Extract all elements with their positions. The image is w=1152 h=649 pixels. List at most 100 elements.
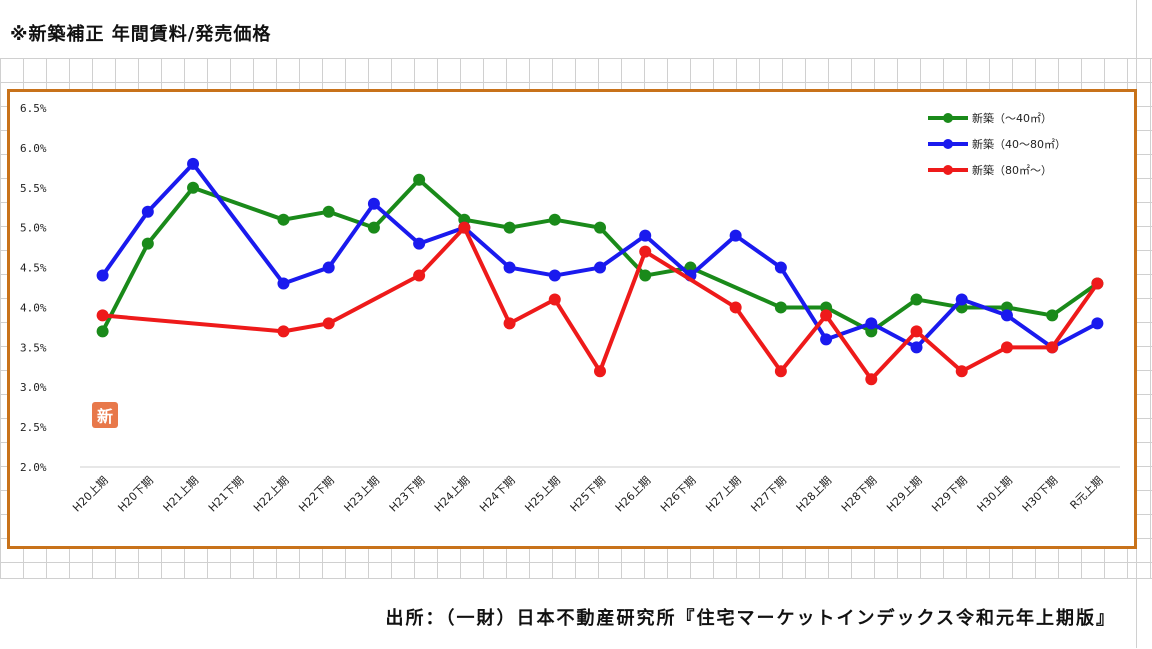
legend-label: 新築（80㎡～） (972, 163, 1052, 177)
data-point (820, 309, 833, 322)
data-point (594, 261, 606, 274)
x-tick-label: H26上期 (613, 474, 654, 515)
x-tick-label: H29上期 (884, 474, 925, 515)
source-row (0, 578, 1152, 649)
x-tick-label: H22上期 (251, 474, 292, 515)
data-point (413, 269, 426, 282)
x-tick-label: H20上期 (70, 474, 111, 515)
data-point (277, 325, 290, 338)
series-line-2 (102, 225, 1100, 382)
series-line-1 (100, 161, 1099, 350)
x-tick-label: H25下期 (568, 474, 609, 515)
data-point (729, 301, 742, 314)
x-tick-label: H28上期 (794, 474, 835, 515)
x-tick-label: H28下期 (839, 474, 880, 515)
data-point (865, 373, 878, 386)
y-tick-label: 4.5% (20, 262, 47, 275)
data-point (910, 293, 923, 306)
data-point (503, 261, 516, 274)
x-tick-label: H25上期 (522, 474, 563, 515)
data-point (594, 365, 606, 378)
data-point (548, 269, 561, 282)
data-point (367, 197, 380, 210)
x-tick-label: H21上期 (161, 474, 202, 515)
x-tick-label: H27上期 (703, 474, 744, 515)
x-tick-label: H27下期 (748, 474, 789, 515)
data-point (774, 301, 787, 314)
data-point (322, 317, 335, 330)
data-point (955, 293, 968, 306)
series-line-0 (100, 177, 1099, 334)
data-point (96, 309, 109, 322)
y-tick-label: 6.5% (20, 102, 47, 115)
data-point (548, 213, 561, 226)
data-point (96, 325, 109, 338)
data-point (594, 221, 606, 234)
data-point (955, 365, 968, 378)
data-point (503, 317, 516, 330)
line-chart: 6.5% 6.0% 5.5% 5.0% 4.5% 4.0% 3.5% 3.0% 2.5% 2.0%… (20, 102, 1120, 515)
x-tick-label: H21下期 (206, 474, 247, 515)
data-point (1091, 317, 1104, 330)
data-point (277, 213, 290, 226)
data-point (503, 221, 516, 234)
data-point (1091, 277, 1104, 290)
page-title: ※新築補正 年間賃料/発売価格 (10, 24, 272, 45)
x-tick-label: H30上期 (975, 474, 1016, 515)
data-point (1046, 341, 1059, 354)
y-tick-label: 2.0% (20, 461, 47, 474)
data-point (367, 221, 380, 234)
x-tick-label: R元上期 (1068, 474, 1106, 512)
y-tick-label: 5.5% (20, 182, 47, 195)
legend-marker (943, 165, 953, 175)
data-point (639, 269, 652, 282)
data-point (322, 205, 335, 218)
source-note: 出所：（一財）日本不動産研究所『住宅マーケットインデックス令和元年上期版』 (385, 608, 1116, 629)
x-tick-label: H24上期 (432, 474, 473, 515)
data-point (774, 365, 787, 378)
legend-marker (943, 113, 953, 123)
data-point (548, 293, 561, 306)
x-tick-label: H20下期 (115, 474, 156, 515)
data-point (187, 157, 200, 170)
data-point (1000, 341, 1013, 354)
data-point (277, 277, 290, 290)
data-point (865, 317, 878, 330)
data-point (820, 333, 833, 346)
data-point (639, 229, 652, 242)
x-tick-label: H23下期 (387, 474, 428, 515)
data-point (910, 341, 923, 354)
data-point (141, 205, 154, 218)
legend-marker (943, 139, 953, 149)
chart-frame[interactable]: 6.5% 6.0% 5.5% 5.0% 4.5% 4.0% 3.5% 3.0% 2.5% 2.0%… (7, 89, 1137, 549)
x-tick-label: H22下期 (296, 474, 337, 515)
legend-label: 新築（～40㎡） (972, 111, 1052, 125)
data-point (1046, 309, 1059, 322)
y-tick-label: 3.5% (20, 341, 47, 354)
x-tick-label: H23上期 (342, 474, 383, 515)
data-point (639, 245, 652, 258)
x-tick-label: H29下期 (929, 474, 970, 515)
x-tick-label: H26下期 (658, 474, 699, 515)
x-tick-label: H24下期 (477, 474, 518, 515)
data-point (1000, 309, 1013, 322)
data-point (774, 261, 787, 274)
y-tick-label: 3.0% (20, 381, 47, 394)
x-tick-label: H30下期 (1020, 474, 1061, 515)
data-point (141, 237, 154, 250)
data-point (458, 221, 471, 234)
title-row (0, 0, 1152, 59)
y-tick-label: 4.0% (20, 301, 47, 314)
data-point (96, 269, 109, 282)
data-point (910, 325, 923, 338)
data-point (187, 181, 200, 194)
data-point (413, 237, 426, 250)
data-point (322, 261, 335, 274)
data-point (413, 173, 426, 186)
new-stamp-icon: 新 (92, 402, 118, 428)
y-tick-label: 5.0% (20, 222, 47, 235)
legend-label: 新築（40～80㎡） (972, 137, 1066, 151)
y-tick-label: 6.0% (20, 142, 47, 155)
data-point (729, 229, 742, 242)
y-tick-label: 2.5% (20, 421, 47, 434)
